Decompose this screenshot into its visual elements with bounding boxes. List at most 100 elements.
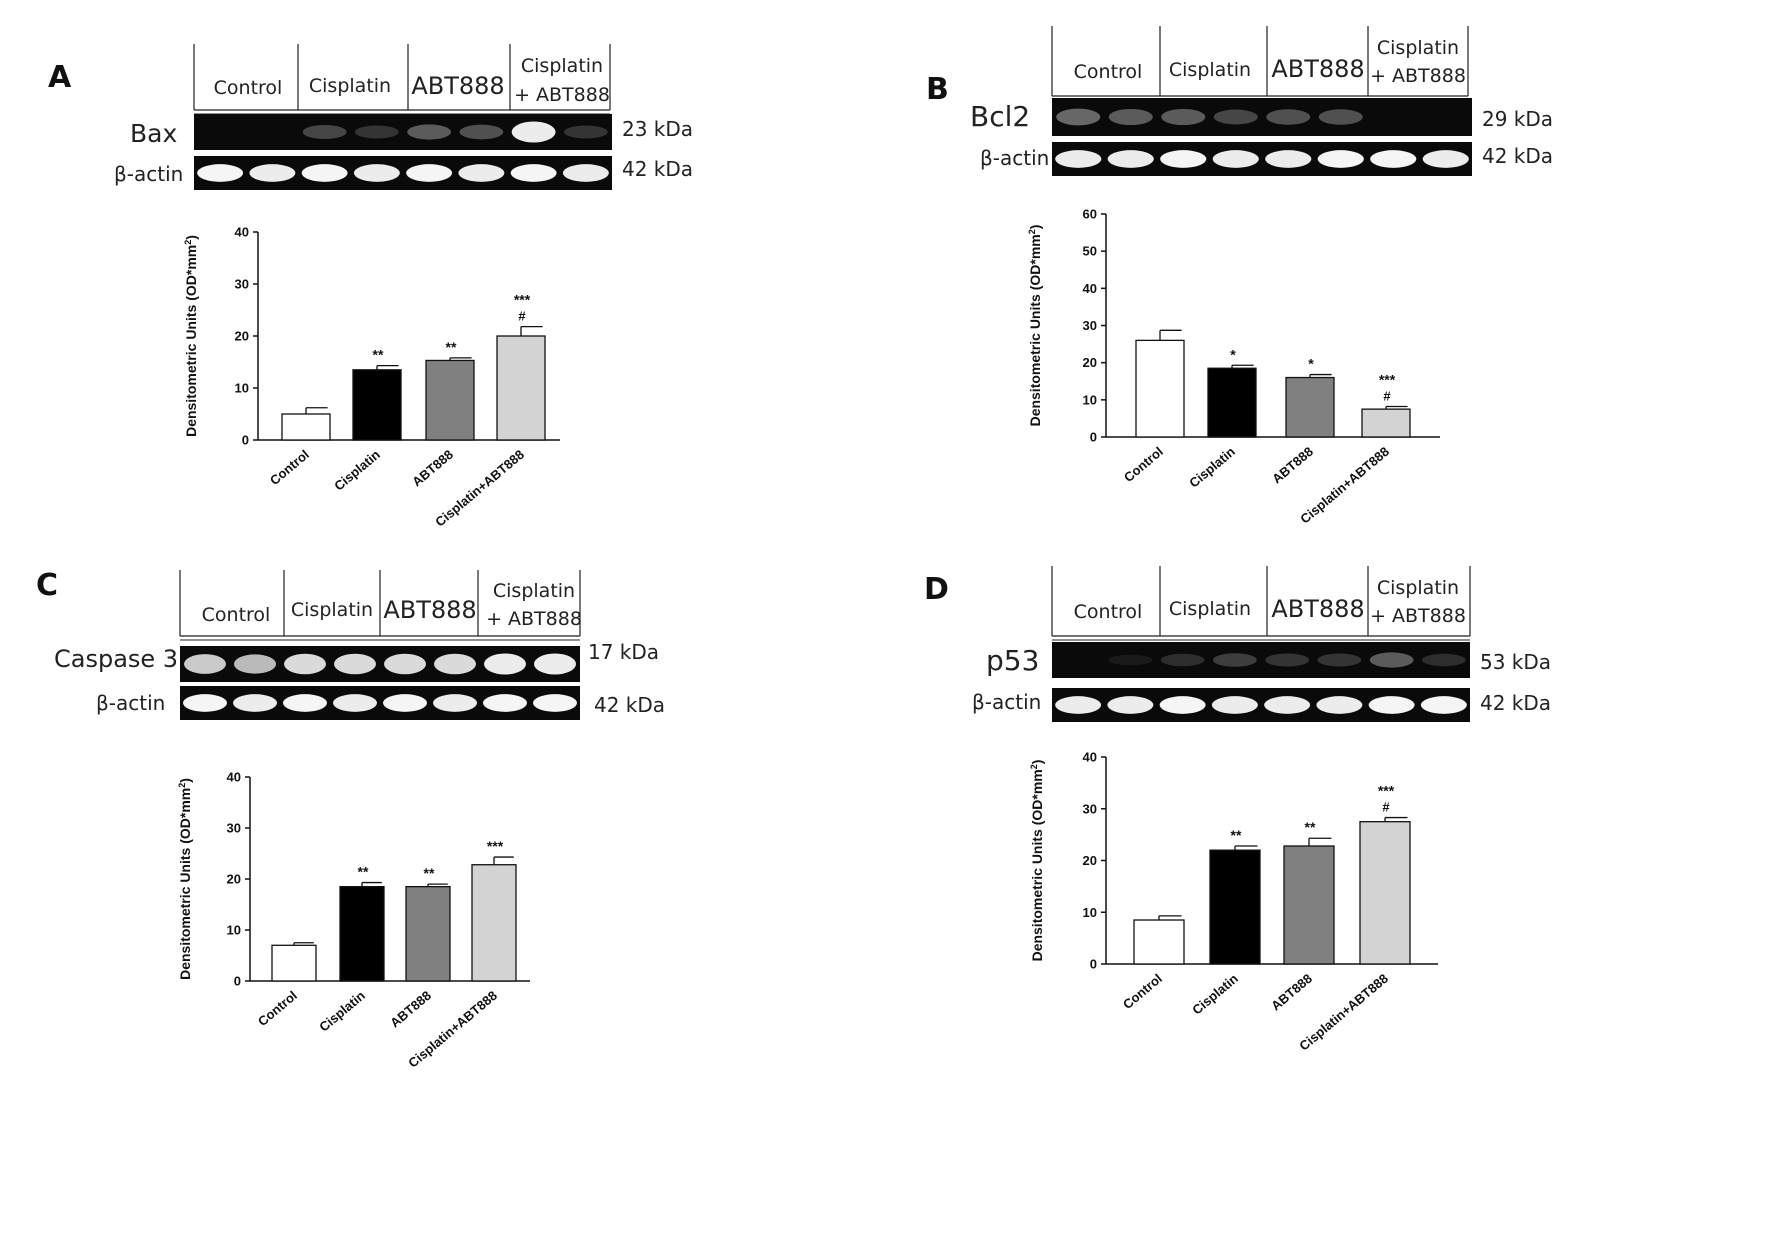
bar	[1361, 408, 1411, 438]
group-label: Control	[214, 77, 283, 99]
y-tick-label: 20	[227, 872, 241, 887]
bar	[1133, 919, 1185, 965]
actin-band	[1368, 696, 1415, 714]
y-tick-label: 60	[1083, 207, 1097, 222]
actin-band	[1055, 696, 1102, 714]
y-tick-label: 50	[1083, 244, 1097, 259]
y-tick-label: 40	[1083, 750, 1097, 765]
significance-stars: **	[1305, 819, 1316, 835]
significance-stars: *	[1308, 356, 1314, 372]
bar-chart-b: 0 10 20 30 40 50 60 Densitometric Units (OD*mm2…	[1027, 207, 1440, 527]
actin-band	[249, 164, 296, 182]
blot-panel-b: Control Cisplatin ABT888 Cisplatin + ABT888 B…	[970, 26, 1553, 176]
panel-letter-c: C	[36, 568, 59, 603]
significance-hash: #	[518, 309, 526, 324]
target-band	[1161, 108, 1206, 126]
group-label: ABT888	[383, 596, 476, 624]
bar	[471, 864, 517, 982]
bar	[281, 413, 331, 441]
target-band	[1212, 653, 1257, 667]
x-tick-label: Cisplatin	[1186, 444, 1238, 491]
target-band	[1265, 653, 1310, 667]
actin-band	[333, 694, 377, 712]
bar	[352, 369, 402, 441]
actin-band	[197, 164, 244, 182]
actin-band	[233, 694, 277, 712]
x-tick-label: Cisplatin	[331, 447, 383, 494]
actin-band	[483, 694, 527, 712]
group-label: + ABT888	[1370, 605, 1466, 627]
target-band	[334, 653, 376, 675]
group-label: ABT888	[1271, 595, 1364, 623]
actin-band	[1370, 150, 1417, 168]
panel-letter-b: B	[926, 72, 949, 107]
target-band	[1318, 109, 1363, 125]
x-tick-label: ABT888	[409, 447, 456, 490]
group-label: + ABT888	[1370, 65, 1466, 87]
blot-panel-a: Control Cisplatin ABT888 Cisplatin + ABT888 B…	[114, 44, 693, 190]
group-label: Cisplatin	[1169, 59, 1251, 81]
y-tick-label: 10	[235, 381, 249, 396]
protein-label: Bcl2	[970, 100, 1030, 133]
y-tick-label: 10	[227, 923, 241, 938]
bar	[1135, 339, 1185, 438]
actin-band	[1317, 150, 1364, 168]
actin-band	[283, 694, 327, 712]
actin-label: β-actin	[980, 146, 1049, 170]
x-tick-label: ABT888	[387, 988, 434, 1031]
panel-letter-d: D	[924, 572, 949, 607]
target-band	[1266, 109, 1311, 125]
significance-stars: ***	[1378, 783, 1395, 799]
actin-kda-label: 42 kDa	[1480, 691, 1551, 715]
group-label: Control	[202, 604, 271, 626]
bar	[1285, 376, 1335, 438]
target-band	[511, 121, 556, 143]
actin-kda-label: 42 kDa	[1482, 144, 1553, 168]
actin-band	[458, 164, 505, 182]
actin-band	[1159, 696, 1206, 714]
target-band	[354, 125, 399, 139]
target-band	[1160, 653, 1205, 667]
bar	[339, 886, 385, 982]
group-label: Cisplatin	[1169, 598, 1251, 620]
y-tick-label: 30	[227, 821, 241, 836]
bar	[1209, 849, 1261, 965]
group-label: Cisplatin	[1377, 37, 1459, 59]
actin-band	[1107, 150, 1154, 168]
y-tick-label: 10	[1083, 392, 1097, 407]
y-axis-label: Densitometric Units (OD*mm2)	[1027, 225, 1043, 427]
target-band	[302, 124, 347, 140]
y-axis-label: Densitometric Units (OD*mm2)	[1029, 760, 1045, 962]
actin-band	[433, 694, 477, 712]
significance-stars: ***	[1379, 372, 1396, 388]
actin-band	[1316, 696, 1363, 714]
y-tick-label: 40	[1083, 281, 1097, 296]
actin-band	[1212, 150, 1259, 168]
actin-band	[562, 164, 609, 182]
significance-hash: #	[1382, 800, 1390, 815]
target-band	[384, 653, 426, 675]
protein-label: Bax	[130, 119, 177, 148]
x-tick-label: Control	[1121, 444, 1166, 485]
actin-band	[353, 164, 400, 182]
group-label: + ABT888	[514, 84, 610, 106]
blot-panel-c: Control Cisplatin ABT888 Cisplatin + ABT888 C…	[54, 570, 665, 720]
target-band	[434, 653, 476, 675]
target-band	[1317, 653, 1362, 667]
y-tick-label: 20	[235, 329, 249, 344]
actin-band	[1211, 696, 1258, 714]
bar	[1283, 845, 1335, 965]
actin-band	[1420, 696, 1467, 714]
significance-stars: **	[373, 347, 384, 363]
x-tick-label: Control	[267, 447, 312, 488]
bar	[271, 944, 317, 982]
y-tick-label: 0	[1090, 957, 1097, 972]
actin-kda-label: 42 kDa	[594, 693, 665, 717]
bar	[1359, 821, 1411, 965]
target-band	[234, 654, 276, 674]
actin-kda-label: 42 kDa	[622, 157, 693, 181]
actin-band	[1160, 150, 1207, 168]
target-band	[1421, 653, 1466, 667]
actin-band	[406, 164, 453, 182]
